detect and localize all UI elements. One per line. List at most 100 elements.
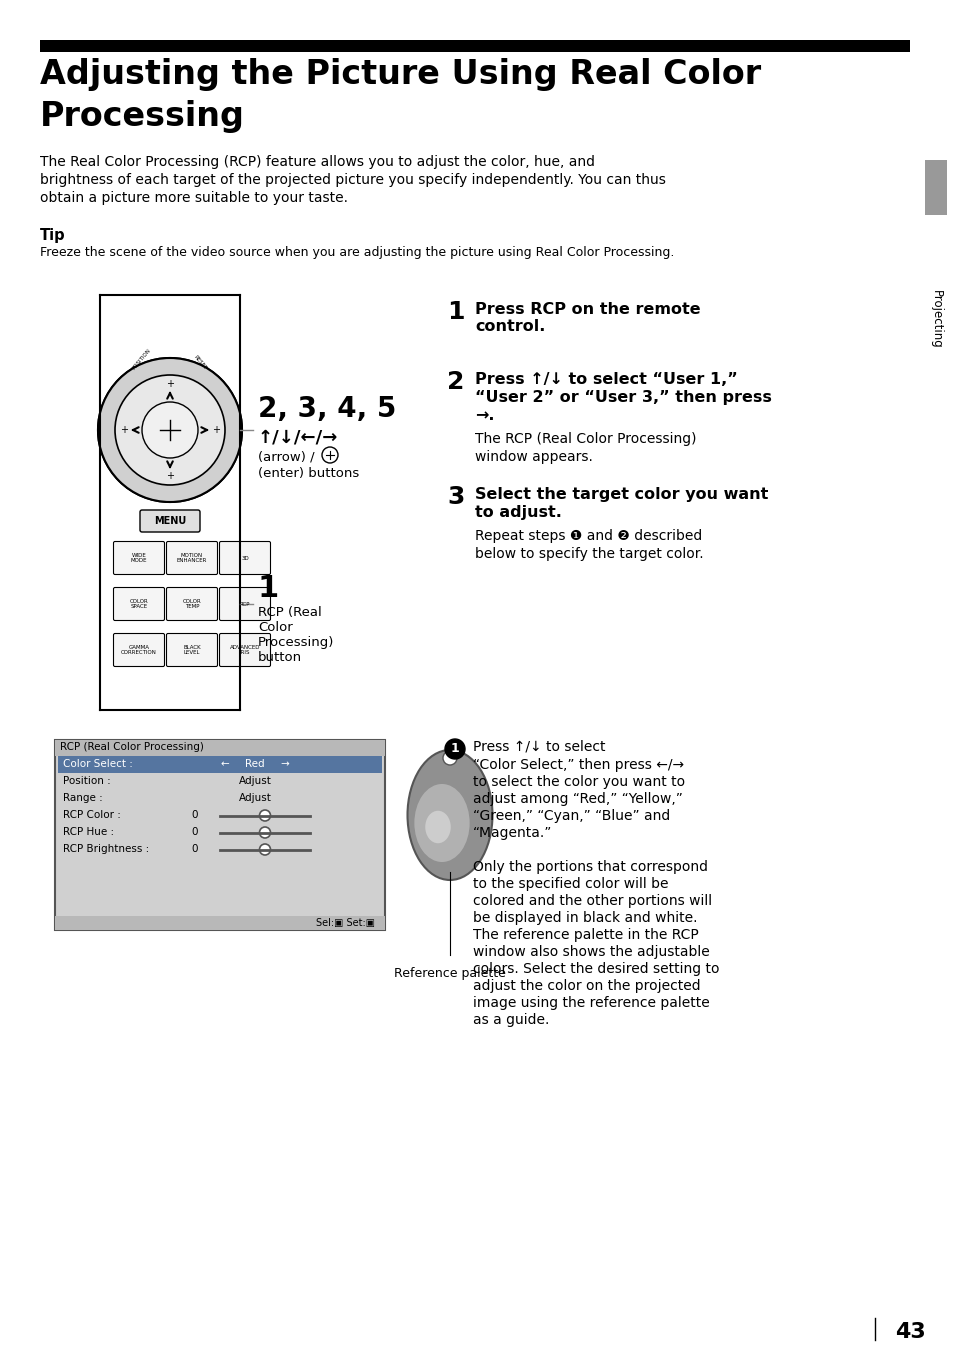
Circle shape <box>444 740 464 758</box>
Text: RCP (Real
Color
Processing)
button: RCP (Real Color Processing) button <box>257 606 334 664</box>
Circle shape <box>259 827 271 838</box>
Ellipse shape <box>407 750 492 880</box>
Text: MOTION
ENHANCER: MOTION ENHANCER <box>176 553 207 564</box>
Text: “Magenta.”: “Magenta.” <box>473 826 552 840</box>
Bar <box>58 756 381 773</box>
Text: Press RCP on the remote
control.: Press RCP on the remote control. <box>475 301 700 334</box>
Text: Press ↑/↓ to select: Press ↑/↓ to select <box>473 740 605 754</box>
Text: Range :: Range : <box>63 794 103 803</box>
Text: RCP: RCP <box>239 602 250 607</box>
Text: Color Select :: Color Select : <box>63 758 132 769</box>
Text: COLOR
SPACE: COLOR SPACE <box>130 599 149 610</box>
Text: 0: 0 <box>192 827 198 837</box>
Text: ←: ← <box>220 758 229 769</box>
Text: The reference palette in the RCP: The reference palette in the RCP <box>473 927 698 942</box>
Text: →.: →. <box>475 408 494 423</box>
Text: obtain a picture more suitable to your taste.: obtain a picture more suitable to your t… <box>40 191 348 206</box>
Ellipse shape <box>414 784 469 863</box>
Text: The RCP (Real Color Processing): The RCP (Real Color Processing) <box>475 433 696 446</box>
Text: RCP Hue :: RCP Hue : <box>63 827 114 837</box>
Text: BLACK
LEVEL: BLACK LEVEL <box>183 645 200 656</box>
Text: 1: 1 <box>450 742 459 756</box>
Text: +: + <box>166 379 173 389</box>
Text: →: → <box>280 758 289 769</box>
Text: “User 2” or “User 3,” then press: “User 2” or “User 3,” then press <box>475 389 771 406</box>
Text: POSITION: POSITION <box>132 347 152 370</box>
FancyBboxPatch shape <box>167 588 217 621</box>
Text: adjust among “Red,” “Yellow,”: adjust among “Red,” “Yellow,” <box>473 792 682 806</box>
Text: Projecting: Projecting <box>928 289 942 349</box>
Text: The Real Color Processing (RCP) feature allows you to adjust the color, hue, and: The Real Color Processing (RCP) feature … <box>40 155 595 169</box>
FancyBboxPatch shape <box>167 634 217 667</box>
FancyBboxPatch shape <box>219 588 271 621</box>
Text: to the specified color will be: to the specified color will be <box>473 877 668 891</box>
Ellipse shape <box>425 811 450 844</box>
Circle shape <box>142 402 198 458</box>
Text: 0: 0 <box>192 810 198 821</box>
Text: image using the reference palette: image using the reference palette <box>473 996 709 1010</box>
FancyBboxPatch shape <box>219 634 271 667</box>
Text: +: + <box>120 425 128 435</box>
Circle shape <box>259 810 271 821</box>
Text: Adjust: Adjust <box>238 794 272 803</box>
Text: be displayed in black and white.: be displayed in black and white. <box>473 911 697 925</box>
Text: GAMMA
CORRECTION: GAMMA CORRECTION <box>121 645 157 656</box>
Text: 0: 0 <box>192 844 198 854</box>
Text: WIDE
MODE: WIDE MODE <box>131 553 147 564</box>
Text: 1: 1 <box>447 300 464 324</box>
Text: 3D: 3D <box>241 556 249 561</box>
Text: to adjust.: to adjust. <box>475 506 561 521</box>
Text: Sel:▣ Set:▣: Sel:▣ Set:▣ <box>315 918 375 927</box>
Text: colored and the other portions will: colored and the other portions will <box>473 894 711 909</box>
Text: RCP (Real Color Processing): RCP (Real Color Processing) <box>60 742 204 752</box>
Text: 43: 43 <box>894 1322 924 1343</box>
Text: RCP Brightness :: RCP Brightness : <box>63 844 149 854</box>
Bar <box>55 917 385 930</box>
Text: RESET: RESET <box>193 354 207 370</box>
Text: Only the portions that correspond: Only the portions that correspond <box>473 860 707 873</box>
Text: window appears.: window appears. <box>475 450 592 464</box>
Text: as a guide.: as a guide. <box>473 1013 549 1028</box>
Text: “Color Select,” then press ←/→: “Color Select,” then press ←/→ <box>473 758 683 772</box>
Text: Red: Red <box>245 758 265 769</box>
Text: below to specify the target color.: below to specify the target color. <box>475 548 703 561</box>
FancyBboxPatch shape <box>167 542 217 575</box>
Bar <box>55 740 385 930</box>
FancyBboxPatch shape <box>113 588 164 621</box>
Bar <box>924 160 946 215</box>
FancyBboxPatch shape <box>140 510 200 531</box>
Text: +: + <box>212 425 220 435</box>
Text: brightness of each target of the projected picture you specify independently. Yo: brightness of each target of the project… <box>40 173 665 187</box>
Bar <box>55 740 385 756</box>
Text: Select the target color you want: Select the target color you want <box>475 487 767 502</box>
Circle shape <box>442 750 456 765</box>
Text: +: + <box>166 470 173 481</box>
Text: 2, 3, 4, 5: 2, 3, 4, 5 <box>257 395 395 423</box>
FancyBboxPatch shape <box>113 634 164 667</box>
Text: (enter) buttons: (enter) buttons <box>257 466 359 480</box>
FancyBboxPatch shape <box>219 542 271 575</box>
Text: COLOR
TEMP: COLOR TEMP <box>182 599 201 610</box>
Text: MENU: MENU <box>153 516 186 526</box>
Text: Reference palette: Reference palette <box>394 967 505 980</box>
Circle shape <box>259 844 271 854</box>
Text: Processing: Processing <box>40 100 245 132</box>
Text: colors. Select the desired setting to: colors. Select the desired setting to <box>473 963 719 976</box>
Bar <box>40 41 909 51</box>
Text: ↑/↓/←/→: ↑/↓/←/→ <box>257 429 338 446</box>
Text: 1: 1 <box>257 575 279 603</box>
Text: Adjusting the Picture Using Real Color: Adjusting the Picture Using Real Color <box>40 58 760 91</box>
Text: Adjust: Adjust <box>238 776 272 786</box>
Text: 2: 2 <box>447 370 464 393</box>
Circle shape <box>115 375 225 485</box>
Text: Repeat steps ❶ and ❷ described: Repeat steps ❶ and ❷ described <box>475 529 701 544</box>
Circle shape <box>98 358 242 502</box>
Text: Position :: Position : <box>63 776 111 786</box>
Text: Tip: Tip <box>40 228 66 243</box>
Text: Freeze the scene of the video source when you are adjusting the picture using Re: Freeze the scene of the video source whe… <box>40 246 674 260</box>
Text: Press ↑/↓ to select “User 1,”: Press ↑/↓ to select “User 1,” <box>475 372 737 387</box>
Text: 3: 3 <box>447 485 464 508</box>
Text: ADVANCED
IRIS: ADVANCED IRIS <box>230 645 260 656</box>
Text: “Green,” “Cyan,” “Blue” and: “Green,” “Cyan,” “Blue” and <box>473 808 670 823</box>
Text: window also shows the adjustable: window also shows the adjustable <box>473 945 709 959</box>
